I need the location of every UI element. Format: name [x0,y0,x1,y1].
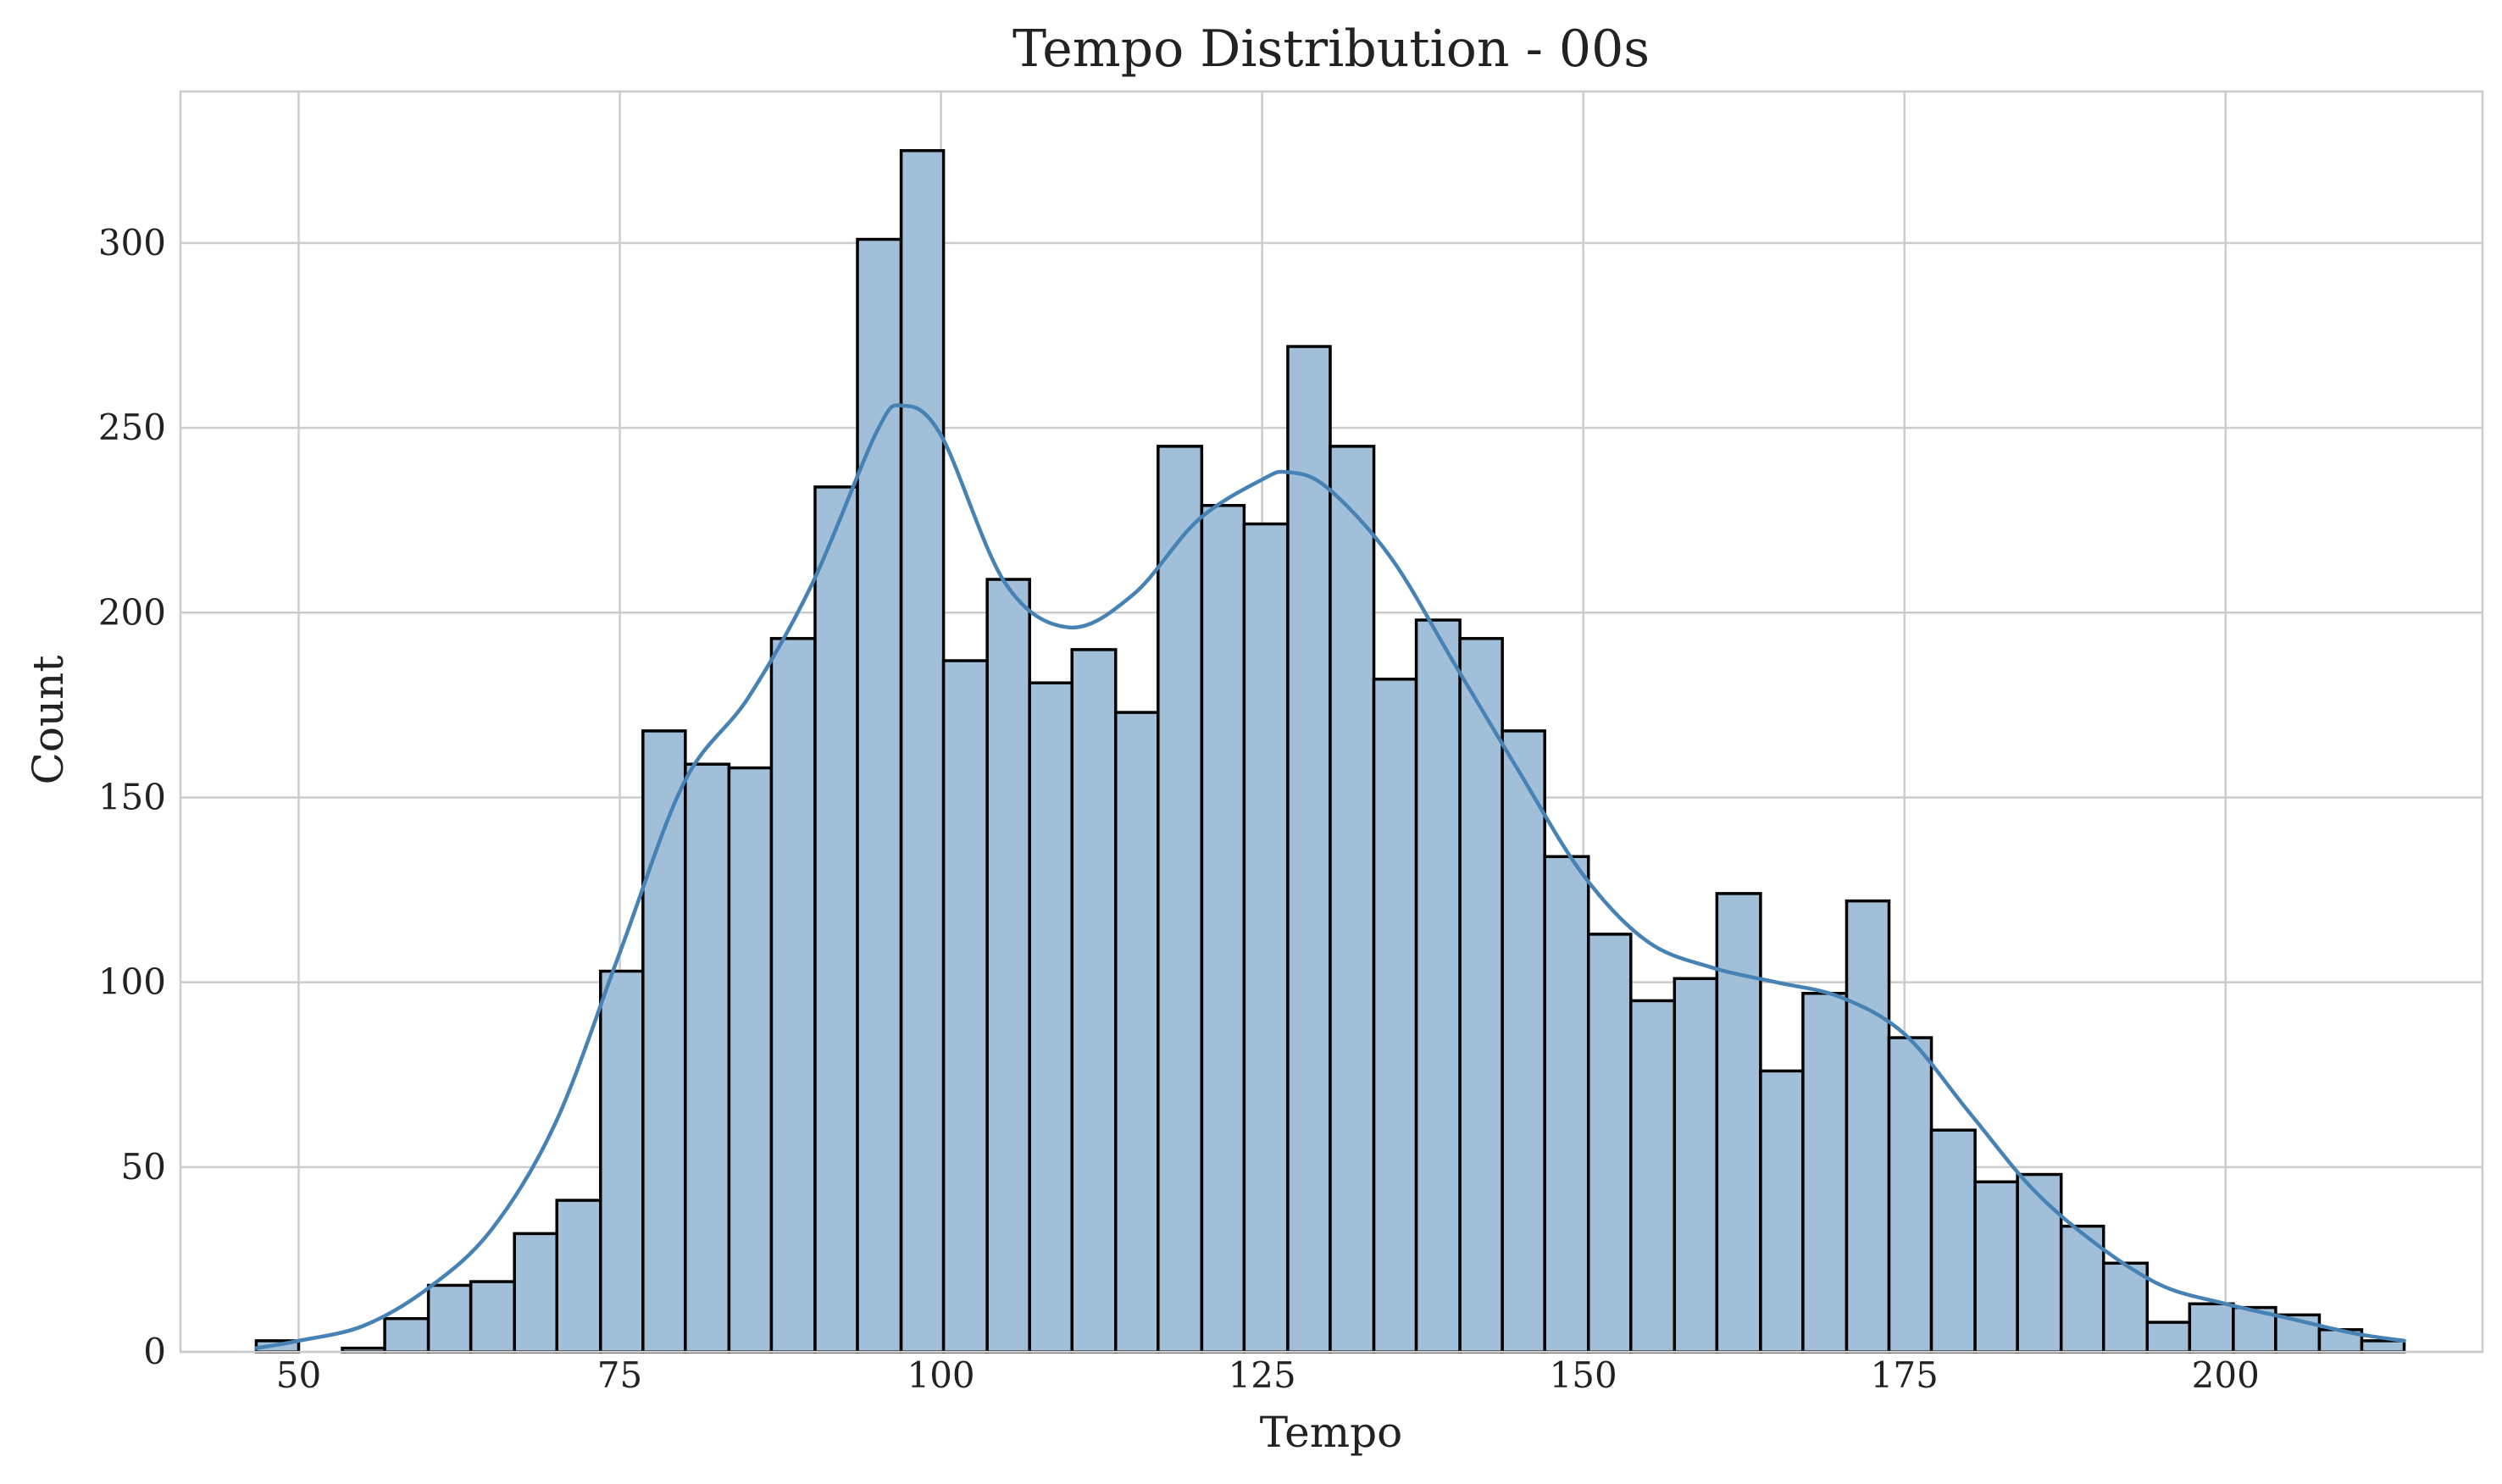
histogram-bar [1458,637,1504,1354]
histogram-bar [1586,933,1633,1354]
y-tick-label: 300 [98,222,166,263]
histogram-bar [1845,899,1891,1354]
histogram-bar [2145,1321,2192,1354]
histogram-bar [1543,855,1590,1354]
x-tick-label: 100 [907,1354,974,1396]
y-tick-label: 100 [98,961,166,1003]
plot-frame [179,90,2484,1354]
histogram-bar [599,969,645,1354]
histogram-bar [1929,1128,1977,1354]
histogram-bar [1501,729,1546,1354]
histogram-bar [684,762,731,1354]
x-tick-label: 200 [2192,1354,2260,1396]
histogram-bar [2016,1172,2063,1354]
histogram-bar [769,637,817,1354]
histogram-bar [1801,991,1849,1354]
histogram-bar [1242,522,1290,1354]
histogram-bar [1070,648,1118,1354]
histogram-bar [383,1316,430,1354]
histogram-bar [2188,1302,2235,1354]
histogram-bars [254,149,2406,1354]
histogram-bar [1759,1069,1805,1354]
x-tick-label: 50 [276,1354,321,1396]
x-axis-label: Tempo [1260,1408,1403,1457]
x-tick-label: 175 [1871,1354,1939,1396]
x-axis-ticks: 50 75 100 125 150 175 200 [276,1354,2260,1396]
y-tick-label: 0 [143,1331,166,1372]
histogram-bar [2059,1224,2105,1354]
histogram-bar [1028,681,1073,1354]
histogram-bar [985,578,1031,1354]
histogram-bar [426,1283,473,1354]
histogram-bar [941,659,989,1354]
histogram-bar [1715,892,1762,1354]
histogram-bar [1157,445,1204,1354]
histogram-bar [1372,678,1418,1354]
histogram-bar [1887,1036,1933,1354]
histogram-bar [2360,1339,2406,1354]
kde-curve [254,403,2406,1350]
histogram-bar [469,1280,516,1354]
histogram-bar [1673,977,1719,1354]
histogram-bar [1973,1180,2019,1354]
y-axis-label: Count [24,656,73,785]
y-tick-label: 50 [121,1146,166,1188]
histogram-bar [1329,445,1376,1354]
x-tick-label: 125 [1229,1354,1296,1396]
x-tick-label: 75 [597,1354,642,1396]
histogram-bar [1414,618,1462,1354]
histogram-bar [1286,345,1332,1354]
x-tick-label: 150 [1550,1354,1617,1396]
histogram-bar [813,485,859,1354]
histogram-bar [727,766,774,1354]
histogram-bar [1114,711,1160,1354]
kde-curve-layer [254,403,2406,1350]
y-tick-label: 250 [98,407,166,448]
histogram-bar [1629,999,1677,1354]
histogram-bar [513,1232,558,1354]
y-axis-ticks: 0 50 100 150 200 250 300 [98,222,166,1372]
y-tick-label: 150 [98,776,166,817]
chart-title: Tempo Distribution - 00s [1012,19,1650,79]
histogram-bar [555,1199,602,1354]
y-tick-label: 200 [98,591,166,633]
histogram-bar [1200,503,1246,1354]
histogram-bar [899,149,946,1354]
histogram-bar [856,237,903,1354]
